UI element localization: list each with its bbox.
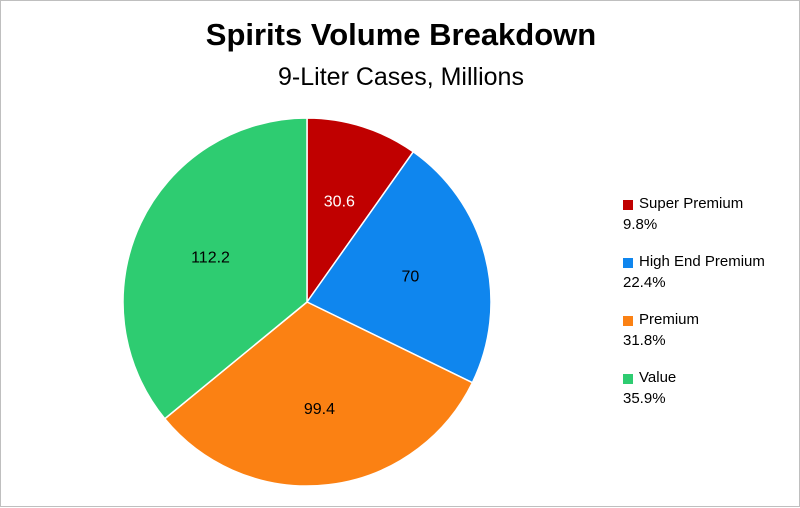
legend-label: Premium [639, 311, 700, 328]
legend-swatch [623, 316, 633, 326]
legend-label: Value [639, 369, 677, 386]
legend-item-super-premium: Super Premium 9.8% [623, 195, 798, 253]
legend-label: High End Premium [639, 253, 765, 270]
legend-item-premium: Premium 31.8% [623, 311, 798, 369]
pie-slice-super-premium [306, 117, 415, 305]
legend-item-high-end-premium: High End Premium 22.4% [623, 253, 798, 311]
legend-percent: 35.9% [623, 390, 666, 407]
pie-slice-premium [163, 301, 474, 487]
chart-subtitle: 9-Liter Cases, Millions [278, 63, 524, 91]
pie-slice-high-end-premium [305, 150, 492, 384]
legend-swatch [623, 258, 633, 268]
legend-percent: 31.8% [623, 332, 666, 349]
legend-swatch [623, 374, 633, 384]
legend-percent: 9.8% [623, 216, 658, 233]
legend-swatch [623, 200, 633, 210]
legend-percent: 22.4% [623, 274, 666, 291]
legend-label: Super Premium [639, 195, 744, 212]
data-label-super-premium: 30.6 [324, 193, 355, 210]
data-label-high-end-premium: 70 [401, 269, 419, 286]
data-label-premium: 99.4 [304, 401, 335, 418]
data-label-value: 112.2 [191, 249, 230, 266]
pie-slice-value [122, 117, 308, 420]
legend: Super Premium 9.8% High End Premium 22.4… [623, 195, 798, 427]
legend-item-value: Value 35.9% [623, 369, 798, 427]
chart-title: Spirits Volume Breakdown [205, 17, 597, 52]
